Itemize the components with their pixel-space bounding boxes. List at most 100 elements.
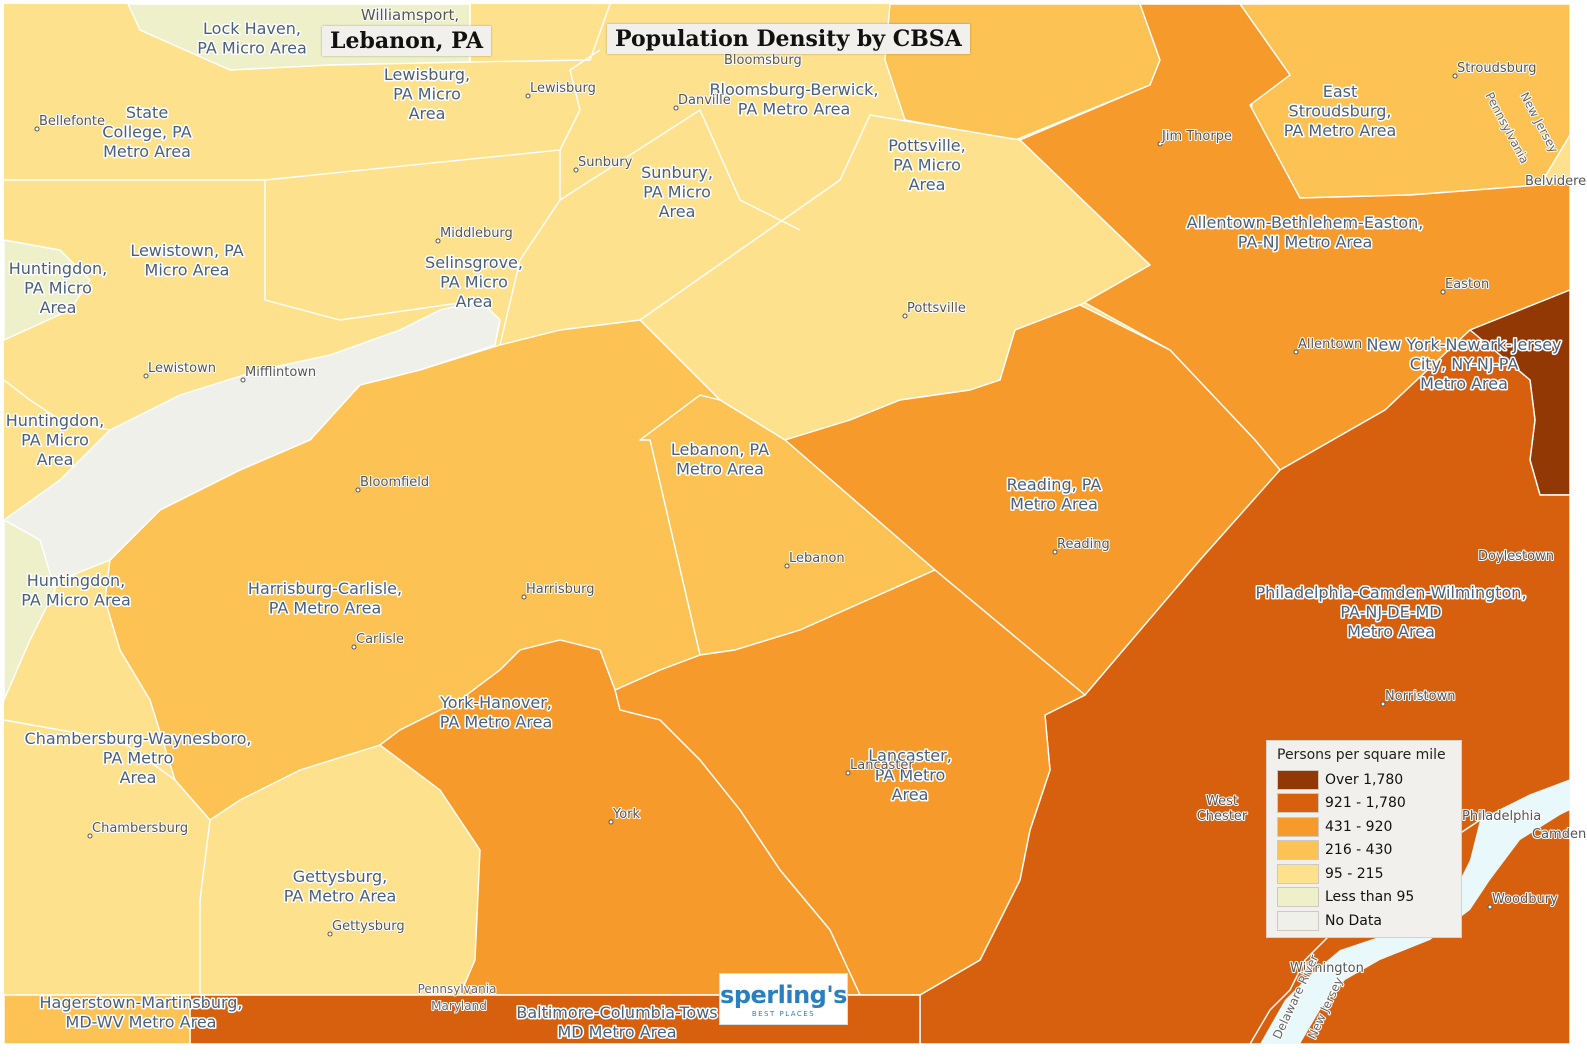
city-label-easton: Easton [1445, 277, 1489, 292]
state-label-pa-md-maryland: Maryland [431, 999, 487, 1013]
cbsa-label-baltimore: Baltimore-Columbia-Tows MD Metro Area [516, 1003, 717, 1042]
city-dot-jim-thorpe [1157, 141, 1163, 147]
legend-row: No Data [1277, 909, 1451, 933]
city-label-chambersburg-city: Chambersburg [92, 821, 188, 836]
cbsa-label-allentown: Allentown-Bethlehem-Easton, PA-NJ Metro A… [1187, 213, 1424, 252]
city-dot-stroudsburg [1452, 73, 1458, 79]
legend-swatch [1277, 816, 1319, 837]
cbsa-label-philadelphia: Philadelphia-Camden-Wilmington, PA-NJ-DE-… [1255, 583, 1526, 641]
cbsa-label-new-york: New York-Newark-Jersey City, NY-NJ-PA Metr… [1366, 335, 1561, 393]
logo-tagline: BEST PLACES [751, 1010, 816, 1018]
city-label-bloomsburg-city: Bloomsburg [724, 53, 802, 68]
cbsa-label-sunbury: Sunbury, PA Micro Area [641, 163, 713, 221]
cbsa-label-harrisburg: Harrisburg-Carlisle, PA Metro Area [248, 579, 402, 618]
cbsa-label-state-college: State College, PA Metro Area [102, 103, 191, 161]
city-label-allentown-city: Allentown [1298, 337, 1362, 352]
city-label-camden: Camden [1532, 827, 1586, 842]
legend-swatch [1277, 910, 1319, 931]
city-label-middleburg: Middleburg [440, 226, 513, 241]
city-dot-middleburg [435, 238, 441, 244]
city-dot-chambersburg-city [87, 833, 93, 839]
region-juniata-no-data [3, 299, 501, 641]
city-dot-gettysburg-city [327, 931, 333, 937]
city-dot-york-city [608, 819, 614, 825]
map-title: Population Density by CBSA [607, 24, 970, 54]
legend-label: 216 - 430 [1325, 842, 1393, 859]
city-label-west-chester: West Chester [1197, 794, 1248, 824]
cbsa-label-chambersburg: Chambersburg-Waynesboro, PA Metro Area [25, 729, 252, 787]
cbsa-label-lock-haven: Lock Haven, PA Micro Area [197, 19, 307, 58]
city-dot-bellefonte [34, 126, 40, 132]
city-label-mifflintown: Mifflintown [245, 365, 316, 380]
city-dot-mifflintown [240, 377, 246, 383]
city-dot-lewisburg-city [525, 93, 531, 99]
legend: Persons per square mile Over 1,780 921 - … [1266, 740, 1462, 938]
city-dot-bloomfield [355, 487, 361, 493]
city-dot-allentown-city [1293, 349, 1299, 355]
legend-title: Persons per square mile [1277, 747, 1446, 763]
cbsa-label-hagerstown: Hagerstown-Martinsburg, MD-WV Metro Area [39, 993, 242, 1032]
delaware-river-water [1260, 780, 1570, 1044]
legend-label: 95 - 215 [1325, 865, 1384, 882]
region-huntingdon-sw [3, 519, 56, 701]
cbsa-label-bloomsburg: Bloomsburg-Berwick, PA Metro Area [710, 80, 879, 119]
region-york [379, 639, 861, 996]
cbsa-label-pottsville: Pottsville, PA Micro Area [888, 136, 965, 194]
city-dot-lewistown-city [143, 373, 149, 379]
city-label-williamsport: Williamsport, [361, 6, 459, 24]
city-dot-woodbury [1487, 904, 1493, 910]
cbsa-label-selinsgrove: Selinsgrove, PA Micro Area [425, 253, 523, 311]
city-dot-reading-city [1052, 549, 1058, 555]
city-label-norristown: Norristown [1385, 689, 1455, 704]
city-label-doylestown: Doylestown [1478, 549, 1554, 564]
location-title: Lebanon, PA [322, 26, 492, 56]
legend-label: 431 - 920 [1325, 818, 1393, 835]
legend-row: 95 - 215 [1277, 862, 1451, 886]
city-label-harrisburg-city: Harrisburg [526, 582, 594, 597]
legend-swatch [1277, 793, 1319, 814]
cbsa-label-york: York-Hanover, PA Metro Area [439, 693, 552, 732]
city-label-carlisle: Carlisle [356, 632, 404, 647]
city-label-bellefonte: Bellefonte [39, 114, 105, 129]
city-dot-harrisburg-city [521, 594, 527, 600]
city-label-philadelphia-city: Philadelphia [1462, 809, 1541, 824]
city-label-reading-city: Reading [1057, 537, 1110, 552]
city-label-lancaster-city: Lancaster [850, 758, 914, 773]
cbsa-label-huntingdon-1: Huntingdon, PA Micro Area [9, 259, 108, 317]
legend-swatch [1277, 863, 1319, 884]
city-label-danville: Danville [678, 93, 731, 108]
legend-row: 431 - 920 [1277, 815, 1451, 839]
legend-swatch [1277, 769, 1319, 790]
cbsa-label-lewistown: Lewistown, PA Micro Area [130, 241, 243, 280]
city-label-gettysburg-city: Gettysburg [332, 919, 405, 934]
cbsa-label-lewisburg: Lewisburg, PA Micro Area [384, 65, 470, 123]
city-label-bloomfield: Bloomfield [360, 475, 429, 490]
cbsa-label-lebanon: Lebanon, PA Metro Area [671, 440, 769, 479]
city-dot-pottsville-city [902, 313, 908, 319]
legend-swatch [1277, 840, 1319, 861]
city-label-sunbury-city: Sunbury [578, 155, 633, 170]
cbsa-labels: Lock Haven, PA Micro Area State College, PA… [4, 18, 1563, 1044]
city-label-stroudsburg: Stroudsburg [1457, 61, 1537, 76]
legend-label: Less than 95 [1325, 889, 1415, 906]
legend-row: Over 1,780 [1277, 768, 1451, 792]
sperlings-logo[interactable]: sperling's BEST PLACES [719, 973, 848, 1025]
legend-label: 921 - 1,780 [1325, 795, 1406, 812]
city-label-york-city: York [612, 807, 641, 822]
city-label-wilmington: Wilmington [1290, 961, 1364, 976]
cbsa-label-gettysburg: Gettysburg, PA Metro Area [284, 867, 397, 906]
city-dot-danville [673, 105, 679, 111]
city-label-lewistown-city: Lewistown [148, 361, 216, 376]
city-label-lebanon-city: Lebanon [789, 551, 845, 566]
legend-label: Over 1,780 [1325, 771, 1404, 788]
logo-wordmark: sperling's [720, 981, 847, 1009]
cbsa-label-lancaster: Lancaster, PA Metro Area [868, 746, 952, 804]
cbsa-label-reading: Reading, PA Metro Area [1007, 475, 1102, 514]
city-dot-norristown [1380, 701, 1386, 707]
city-label-pottsville-city: Pottsville [907, 301, 966, 316]
legend-row: 921 - 1,780 [1277, 792, 1451, 816]
legend-row: 216 - 430 [1277, 839, 1451, 863]
region-huntingdon-west [3, 239, 91, 341]
